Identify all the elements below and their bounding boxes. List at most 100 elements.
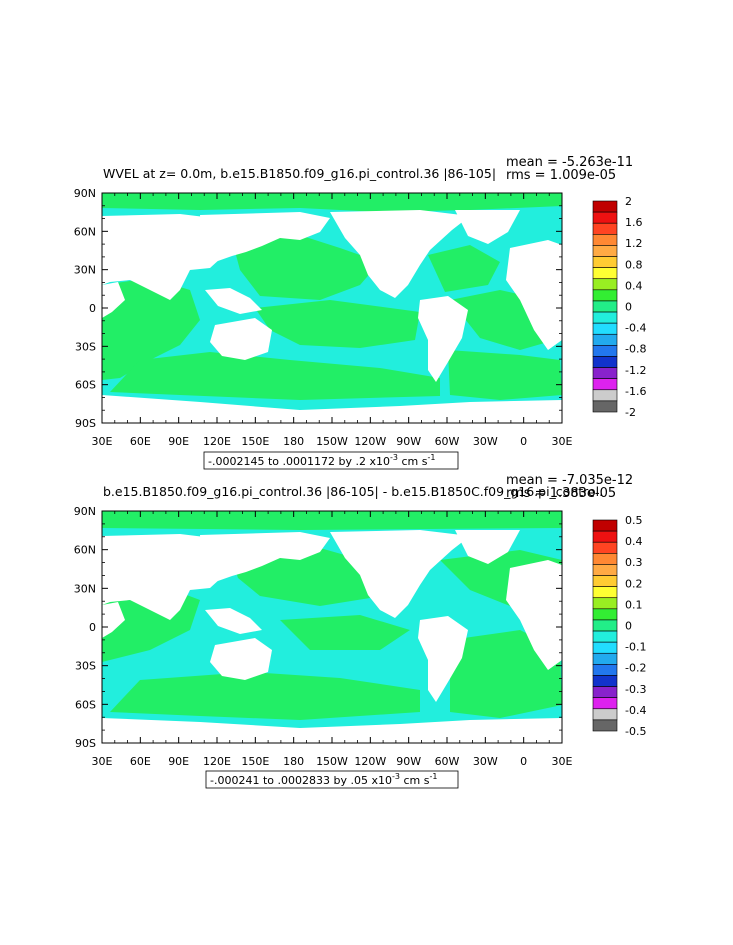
- lon-label: 120E: [203, 435, 231, 448]
- lon-label: 90E: [168, 755, 189, 768]
- lat-label: 30N: [74, 264, 96, 277]
- land-asia: [200, 212, 330, 262]
- colorbar-swatch: [592, 686, 618, 698]
- colorbar-label: -1.6: [625, 385, 646, 398]
- lat-label: 90N: [74, 505, 96, 518]
- colorbar-label: -0.1: [625, 641, 646, 654]
- colorbar-swatch: [592, 664, 618, 676]
- colorbar-swatch: [592, 630, 618, 643]
- lon-label: 180: [283, 755, 304, 768]
- map-top-ticks: 90N 60N 30N 0 30S 60S 90S 30E 60E 90E 120E 150E 180 1…: [74, 187, 573, 448]
- colorbar-label: 0.1: [625, 598, 643, 611]
- range-exp: -3: [390, 453, 398, 462]
- colorbar-label: 1.2: [625, 237, 643, 250]
- colorbar-bottom: 0.5 0.4 0.3 0.2 0.1 0 -0.1 -0.2 -0.3 -0.4 -0.5: [592, 514, 646, 738]
- lon-label: 150E: [241, 755, 269, 768]
- range-units-exp: -1: [427, 453, 435, 462]
- lon-label: 30E: [552, 435, 573, 448]
- colorbar-swatch: [592, 519, 618, 532]
- lat-label: 60N: [74, 225, 96, 238]
- lon-label: 60E: [130, 435, 151, 448]
- lon-label: 30E: [92, 755, 113, 768]
- colorbar-swatch: [592, 322, 618, 335]
- lon-label: 120E: [203, 755, 231, 768]
- colorbar-label: -0.8: [625, 343, 646, 356]
- colorbar-swatch: [592, 222, 618, 235]
- colorbar-label: 0.3: [625, 556, 643, 569]
- panel-bottom-title: b.e15.B1850.f09_g16.pi_control.36 |86-10…: [103, 484, 603, 499]
- land-australia: [210, 638, 272, 680]
- lon-label: 60W: [435, 435, 460, 448]
- lon-label: 150W: [316, 435, 348, 448]
- panel-bottom: b.e15.B1850.f09_g16.pi_control.36 |86-10…: [74, 473, 646, 789]
- range-units-exp: -1: [429, 772, 437, 781]
- lon-label: 0: [520, 435, 527, 448]
- land-masses: [102, 530, 562, 743]
- lat-label: 30S: [75, 340, 96, 353]
- lat-label: 0: [89, 621, 96, 634]
- colorbar-label: -0.4: [625, 704, 646, 717]
- panel-bottom-rms: rms = 1.383e-05: [506, 486, 616, 501]
- lon-label: 180: [283, 435, 304, 448]
- colorbar-swatch: [592, 564, 618, 576]
- land-antarctica: [102, 718, 562, 743]
- lon-label: 90W: [396, 755, 421, 768]
- svg-text:-.0002145 to .0001172 by .2 x1: -.0002145 to .0001172 by .2 x10-3 cm s-1: [208, 453, 435, 468]
- land-africa: [506, 560, 562, 670]
- colorbar-label: -2: [625, 406, 636, 419]
- colorbar-swatch: [592, 378, 618, 391]
- lat-label: 30N: [74, 582, 96, 595]
- lon-label: 120W: [354, 435, 386, 448]
- range-text: -.0002145 to .0001172 by .2 x10: [208, 455, 390, 468]
- land-south-america: [418, 296, 468, 382]
- colorbar-swatch: [592, 333, 618, 346]
- lat-label: 0: [89, 302, 96, 315]
- land-australia: [210, 318, 272, 360]
- range-units: cm s: [398, 455, 428, 468]
- colorbar-swatch: [592, 675, 618, 687]
- panel-bottom-mean: mean = -7.035e-12: [506, 473, 633, 488]
- land-north-america: [330, 530, 470, 618]
- map-top: [102, 193, 562, 423]
- lat-label: 60S: [75, 698, 96, 711]
- colorbar-label: 0.4: [625, 279, 643, 292]
- land-greenland: [455, 530, 520, 564]
- colorbar-label: 0.4: [625, 535, 643, 548]
- lon-label: 30W: [473, 435, 498, 448]
- lon-label: 90W: [396, 435, 421, 448]
- range-units: cm s: [400, 774, 430, 787]
- lon-label: 60E: [130, 755, 151, 768]
- land-masses: [102, 210, 562, 423]
- colorbar-label: 0: [625, 620, 632, 633]
- colorbar-swatch: [592, 256, 618, 268]
- colorbar-label: -0.3: [625, 683, 646, 696]
- land-africa-east: [102, 602, 125, 638]
- colorbar-swatch: [592, 345, 618, 357]
- land-africa-east: [102, 282, 125, 318]
- colorbar-swatch: [592, 575, 618, 587]
- lat-label: 30S: [75, 660, 96, 673]
- colorbar-swatch: [592, 289, 618, 302]
- colorbar-label: -0.5: [625, 725, 646, 738]
- colorbar-top: 2 1.6 1.2 0.8 0.4 0 -0.4 -0.8 -1.2 -1.6 -2: [592, 195, 646, 419]
- colorbar-swatch: [592, 389, 618, 402]
- colorbar-label: -0.4: [625, 322, 646, 335]
- colorbar-swatch: [592, 641, 618, 654]
- colorbar-swatch: [592, 608, 618, 621]
- colorbar-swatch: [592, 300, 618, 313]
- panel-top: WVEL at z= 0.0m, b.e15.B1850.f09_g16.pi_…: [74, 155, 646, 470]
- land-seasia: [205, 288, 262, 314]
- colorbar-swatch: [592, 367, 618, 379]
- lon-label: 30E: [552, 755, 573, 768]
- panel-bottom-range-box: -.000241 to .0002833 by .05 x10-3 cm s-1: [205, 770, 459, 789]
- colorbar-swatch: [592, 211, 618, 224]
- colorbar-label: -1.2: [625, 364, 646, 377]
- lon-label: 0: [520, 755, 527, 768]
- range-text: -.000241 to .0002833 by .05 x10: [210, 774, 392, 787]
- land-africa: [506, 240, 562, 350]
- colorbar-swatch: [592, 530, 618, 543]
- colorbar-swatch: [592, 597, 618, 610]
- lat-label: 90N: [74, 187, 96, 200]
- colorbar-swatch: [592, 697, 618, 710]
